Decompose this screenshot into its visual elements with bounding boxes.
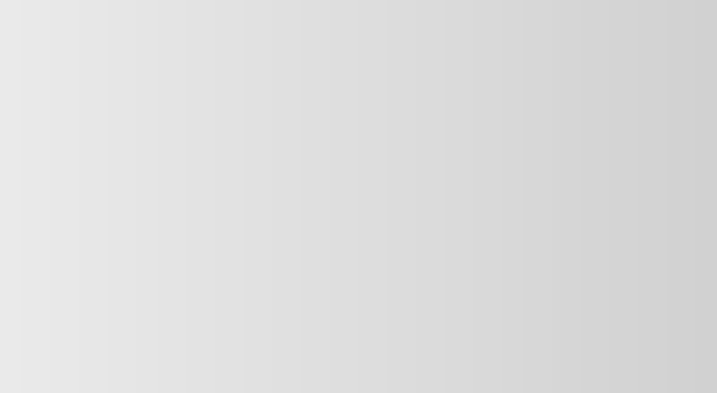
Text: C: C: [115, 272, 125, 286]
Text: D: D: [115, 309, 125, 323]
Text: Determine the point at which $2x+3y=8$ crosses the vertical line $x=5$.: Determine the point at which $2x+3y=8$ c…: [153, 315, 701, 334]
Text: A system of linear equations is shown below,: A system of linear equations is shown be…: [103, 61, 435, 76]
Text: Which statement describes one method to find the solution of the system of linea: Which statement describes one method to …: [103, 158, 699, 172]
Text: $2x+3y=8$: $2x+3y=8$: [317, 124, 418, 145]
Text: $x+2=7$: $x+2=7$: [328, 94, 407, 112]
Text: Determine the point at which $2x+3y=8$ crosses the horizontal line $y=9$.: Determine the point at which $2x+3y=8$ c…: [153, 198, 717, 217]
Text: Determine the point at which $2x+3y=8$ crosses the horizontal line $y=5$.: Determine the point at which $2x+3y=8$ c…: [153, 239, 717, 258]
Text: Determine the point at which $2x+3y=8$ crosses the vertical line $x=9$.: Determine the point at which $2x+3y=8$ c…: [153, 277, 701, 296]
Text: A: A: [115, 193, 125, 207]
Text: B: B: [115, 234, 125, 248]
